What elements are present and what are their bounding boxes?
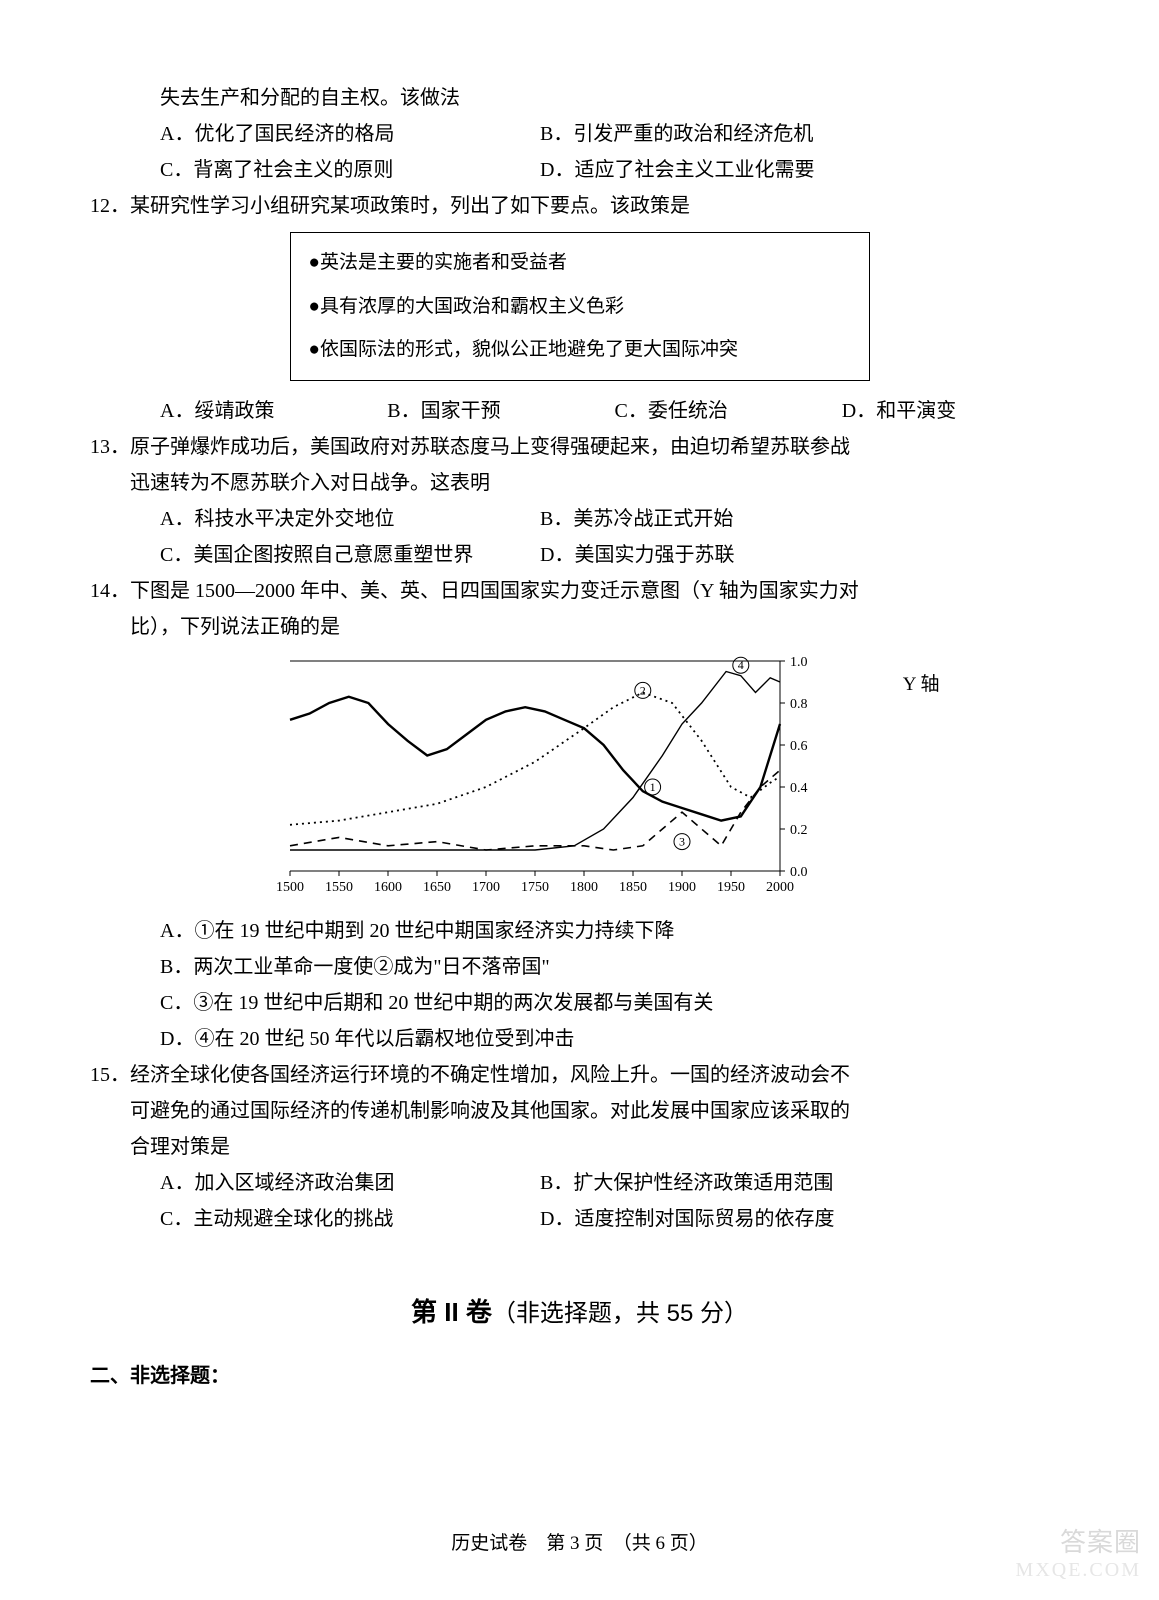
- q14-option-c: C．③在 19 世纪中后期和 20 世纪中期的两次发展都与美国有关: [90, 985, 1069, 1021]
- watermark-line2: MXQE.COM: [1016, 1558, 1141, 1582]
- q14-yaxis-label: Y 轴: [903, 669, 940, 696]
- q12-stem-text: 某研究性学习小组研究某项政策时，列出了如下要点。该政策是: [130, 195, 690, 217]
- svg-text:1800: 1800: [570, 880, 598, 895]
- q11-options-row2: C．背离了社会主义的原则 D．适应了社会主义工业化需要: [90, 152, 1069, 188]
- svg-text:3: 3: [679, 835, 685, 849]
- q13-option-a: A．科技水平决定外交地位: [160, 501, 540, 537]
- page-footer: 历史试卷 第 3 页 （共 6 页）: [0, 1528, 1159, 1555]
- q15-option-d: D．适度控制对国际贸易的依存度: [540, 1201, 834, 1237]
- q13-options-row1: A．科技水平决定外交地位 B．美苏冷战正式开始: [90, 501, 1069, 537]
- svg-text:0.6: 0.6: [790, 739, 808, 754]
- svg-text:4: 4: [737, 658, 743, 672]
- q14-chart-wrap: 0.0 0.2 0.4 0.6 0.8 1.0 1500 1550 1600 1650 1700 17…: [270, 651, 890, 907]
- q12-stem: 12．某研究性学习小组研究某项政策时，列出了如下要点。该政策是: [90, 188, 1069, 224]
- q12-option-d: D．和平演变: [842, 393, 1069, 429]
- q13-option-c: C．美国企图按照自己意愿重塑世界: [160, 537, 540, 573]
- q11-options-row1: A．优化了国民经济的格局 B．引发严重的政治和经济危机: [90, 116, 1069, 152]
- q12-options: A．绥靖政策 B．国家干预 C．委任统治 D．和平演变: [90, 393, 1069, 429]
- q15-options-row2: C．主动规避全球化的挑战 D．适度控制对国际贸易的依存度: [90, 1201, 1069, 1237]
- q12-box: ●英法是主要的实施者和受益者 ●具有浓厚的大国政治和霸权主义色彩 ●依国际法的形…: [290, 232, 870, 381]
- q11-option-b: B．引发严重的政治和经济危机: [540, 116, 813, 152]
- q11-option-c: C．背离了社会主义的原则: [160, 152, 540, 188]
- q12-option-c: C．委任统治: [615, 393, 842, 429]
- svg-text:1700: 1700: [472, 880, 500, 895]
- section2-title-main: 第 II 卷: [411, 1297, 492, 1327]
- q15-num: 15．: [90, 1064, 130, 1086]
- q15-options-row1: A．加入区域经济政治集团 B．扩大保护性经济政策适用范围: [90, 1165, 1069, 1201]
- q15-stem-line3: 合理对策是: [90, 1129, 1069, 1165]
- q14-num: 14．: [90, 580, 130, 602]
- q12-box-line1: ●英法是主要的实施者和受益者: [309, 241, 851, 285]
- section2-title: 第 II 卷（非选择题，共 55 分）: [90, 1292, 1069, 1329]
- watermark-line1: 答案圈: [1016, 1527, 1141, 1558]
- svg-text:2000: 2000: [766, 880, 794, 895]
- q14-stem-line2: 比），下列说法正确的是: [90, 609, 1069, 645]
- q13-stem-line2: 迅速转为不愿苏联介入对日战争。这表明: [90, 465, 1069, 501]
- q12-num: 12．: [90, 195, 130, 217]
- section2-title-sub: （非选择题，共 55 分）: [492, 1300, 748, 1327]
- svg-text:0.8: 0.8: [790, 697, 808, 712]
- svg-text:0.2: 0.2: [790, 823, 808, 838]
- q13-option-b: B．美苏冷战正式开始: [540, 501, 733, 537]
- q13-stem-text1: 原子弹爆炸成功后，美国政府对苏联态度马上变得强硬起来，由迫切希望苏联参战: [130, 436, 850, 458]
- svg-text:1650: 1650: [423, 880, 451, 895]
- q15-option-c: C．主动规避全球化的挑战: [160, 1201, 540, 1237]
- q14-stem-line1: 14．下图是 1500—2000 年中、美、英、日四国国家实力变迁示意图（Y 轴…: [90, 573, 1069, 609]
- q14-option-b: B．两次工业革命一度使②成为"日不落帝国": [90, 949, 1069, 985]
- q14-option-a: A．①在 19 世纪中期到 20 世纪中期国家经济实力持续下降: [90, 913, 1069, 949]
- svg-text:1600: 1600: [374, 880, 402, 895]
- section2-subheading: 二、非选择题：: [90, 1359, 1069, 1388]
- q11-tail: 失去生产和分配的自主权。该做法: [90, 80, 1069, 116]
- q13-options-row2: C．美国企图按照自己意愿重塑世界 D．美国实力强于苏联: [90, 537, 1069, 573]
- q15-option-b: B．扩大保护性经济政策适用范围: [540, 1165, 833, 1201]
- q11-option-a: A．优化了国民经济的格局: [160, 116, 540, 152]
- svg-text:1950: 1950: [717, 880, 745, 895]
- q14-stem-text1: 下图是 1500—2000 年中、美、英、日四国国家实力变迁示意图（Y 轴为国家…: [130, 580, 859, 602]
- q12-box-line3: ●依国际法的形式，貌似公正地避免了更大国际冲突: [309, 328, 851, 372]
- svg-text:1: 1: [649, 780, 655, 794]
- watermark: 答案圈 MXQE.COM: [1016, 1527, 1141, 1582]
- svg-text:0.0: 0.0: [790, 865, 808, 880]
- q14-option-d: D．④在 20 世纪 50 年代以后霸权地位受到冲击: [90, 1021, 1069, 1057]
- q15-stem-line2: 可避免的通过国际经济的传递机制影响波及其他国家。对此发展中国家应该采取的: [90, 1093, 1069, 1129]
- svg-text:1750: 1750: [521, 880, 549, 895]
- svg-text:1850: 1850: [619, 880, 647, 895]
- svg-text:1500: 1500: [276, 880, 304, 895]
- svg-text:1.0: 1.0: [790, 655, 808, 670]
- svg-text:0.4: 0.4: [790, 781, 808, 796]
- q13-stem-line1: 13．原子弹爆炸成功后，美国政府对苏联态度马上变得强硬起来，由迫切希望苏联参战: [90, 429, 1069, 465]
- q13-num: 13．: [90, 436, 130, 458]
- q12-option-b: B．国家干预: [387, 393, 614, 429]
- q13-option-d: D．美国实力强于苏联: [540, 537, 734, 573]
- q15-stem-text1: 经济全球化使各国经济运行环境的不确定性增加，风险上升。一国的经济波动会不: [130, 1064, 850, 1086]
- svg-text:1900: 1900: [668, 880, 696, 895]
- svg-text:2: 2: [639, 683, 645, 697]
- q12-box-line2: ●具有浓厚的大国政治和霸权主义色彩: [309, 285, 851, 329]
- q15-option-a: A．加入区域经济政治集团: [160, 1165, 540, 1201]
- q14-chart: 0.0 0.2 0.4 0.6 0.8 1.0 1500 1550 1600 1650 1700 17…: [270, 651, 830, 901]
- q15-stem-line1: 15．经济全球化使各国经济运行环境的不确定性增加，风险上升。一国的经济波动会不: [90, 1057, 1069, 1093]
- svg-text:1550: 1550: [325, 880, 353, 895]
- q11-option-d: D．适应了社会主义工业化需要: [540, 152, 814, 188]
- q12-option-a: A．绥靖政策: [160, 393, 387, 429]
